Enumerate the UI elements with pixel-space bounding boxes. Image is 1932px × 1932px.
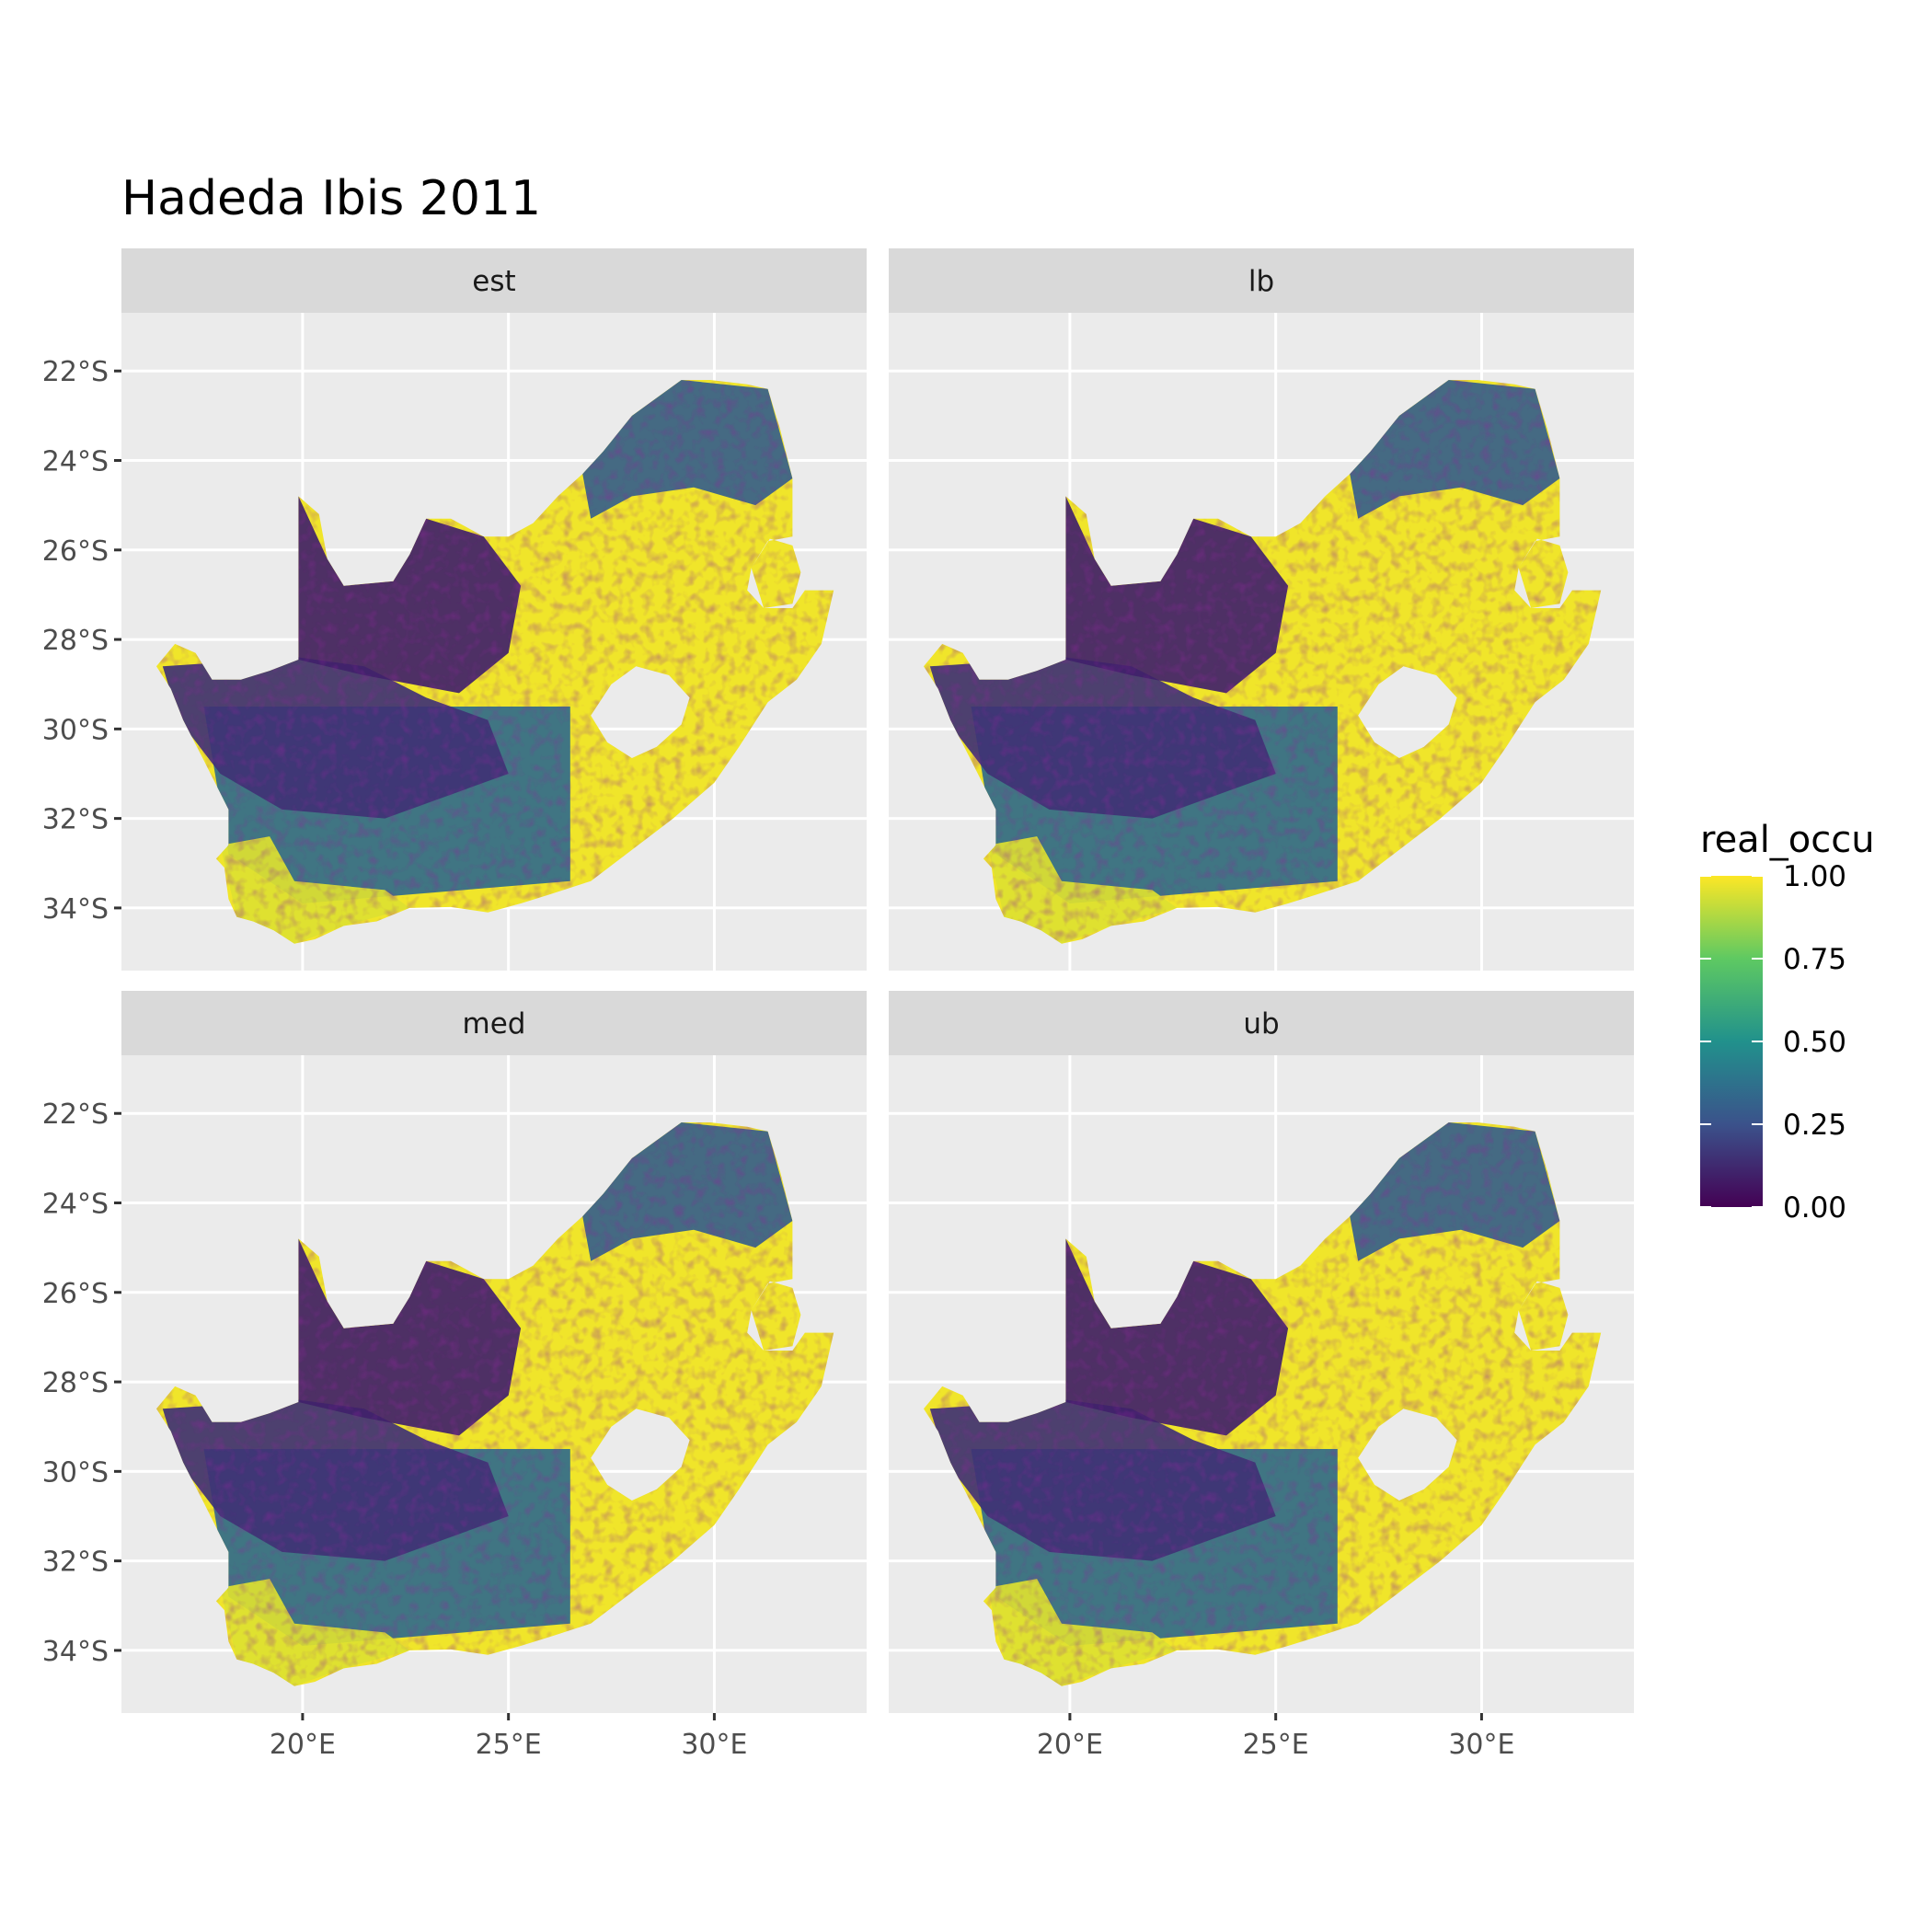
legend-label: 0.75 — [1783, 943, 1846, 976]
facet-label-med: med — [463, 1007, 526, 1041]
y-tick-label: 26°S — [42, 1278, 109, 1310]
facet-label-est: est — [472, 265, 515, 298]
x-tick-label: 20°E — [1037, 1729, 1103, 1761]
facet-label-ub: ub — [1243, 1007, 1279, 1041]
facet-panel-est: est 22°S 24°S 26°S 28°S 30°S 32°S 34°S — [42, 248, 867, 971]
y-tick-label: 24°S — [42, 1189, 109, 1221]
y-tick-label: 32°S — [42, 1547, 109, 1579]
facet-panel-ub: ub 20°E 25°E 30°E — [889, 991, 1634, 1761]
y-tick-label: 28°S — [42, 625, 109, 657]
y-tick-label: 34°S — [42, 1636, 109, 1668]
y-tick-label: 26°S — [42, 535, 109, 568]
y-tick-label: 22°S — [42, 1098, 109, 1131]
legend-label: 0.50 — [1783, 1026, 1846, 1059]
x-tick-label: 25°E — [476, 1729, 542, 1761]
y-tick-label: 24°S — [42, 446, 109, 478]
y-tick-label: 28°S — [42, 1367, 109, 1399]
y-tick-label: 34°S — [42, 893, 109, 926]
x-tick-label: 30°E — [681, 1729, 747, 1761]
facet-label-lb: lb — [1248, 265, 1274, 298]
y-tick-label: 32°S — [42, 804, 109, 836]
y-tick-label: 30°S — [42, 714, 109, 746]
facet-strip-med — [121, 991, 867, 1055]
x-tick-label: 30°E — [1448, 1729, 1514, 1761]
facet-strip-lb — [889, 248, 1634, 313]
legend-label: 1.00 — [1783, 860, 1846, 893]
y-tick-label: 22°S — [42, 356, 109, 388]
y-tick-label: 30°S — [42, 1456, 109, 1489]
legend-label: 0.00 — [1783, 1191, 1846, 1225]
chart-title: Hadeda Ibis 2011 — [121, 171, 542, 226]
facet-strip-est — [121, 248, 867, 313]
facet-strip-ub — [889, 991, 1634, 1055]
facet-panel-lb: lb — [889, 248, 1634, 971]
x-tick-label: 25°E — [1243, 1729, 1309, 1761]
x-tick-label: 20°E — [270, 1729, 336, 1761]
legend-label: 0.25 — [1783, 1109, 1846, 1142]
facet-panel-med: med 22°S 24°S 26°S 28°S 30°S 32°S 34°S 20°E 25°E 3… — [42, 991, 867, 1761]
legend-title: real_occu — [1700, 819, 1875, 861]
